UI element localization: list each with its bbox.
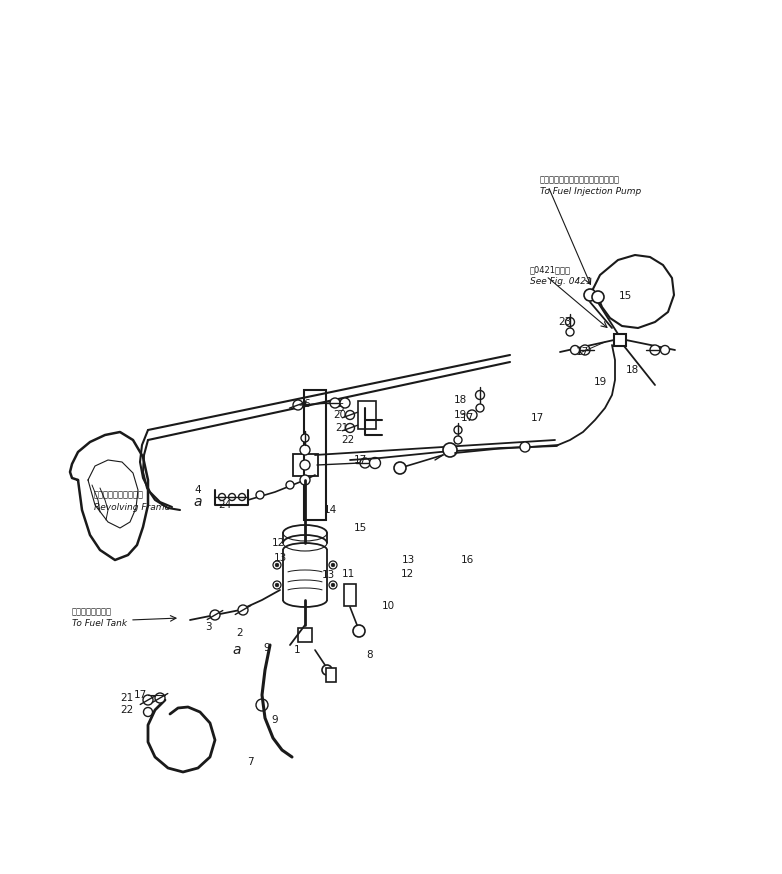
- Circle shape: [293, 400, 303, 410]
- Text: 3: 3: [205, 622, 211, 632]
- Circle shape: [565, 317, 575, 327]
- Bar: [358, 401, 376, 429]
- Text: 17: 17: [134, 690, 147, 700]
- Circle shape: [330, 398, 340, 408]
- Circle shape: [650, 345, 660, 355]
- Text: 16: 16: [461, 555, 474, 565]
- Text: 17: 17: [530, 413, 543, 423]
- Text: 17: 17: [576, 347, 589, 357]
- Circle shape: [286, 481, 294, 489]
- Text: 9: 9: [271, 715, 278, 725]
- Bar: [326, 668, 336, 682]
- Circle shape: [275, 563, 279, 567]
- Text: 17: 17: [461, 413, 474, 423]
- Text: 5: 5: [337, 403, 343, 413]
- Text: 6: 6: [303, 399, 310, 409]
- Circle shape: [332, 583, 335, 586]
- Text: 7: 7: [246, 757, 253, 767]
- Text: 12: 12: [400, 569, 414, 579]
- Text: See Fig. 0421: See Fig. 0421: [530, 278, 592, 287]
- Bar: [298, 628, 312, 642]
- Circle shape: [584, 289, 596, 301]
- Text: 図0421図参照: 図0421図参照: [530, 266, 571, 274]
- Text: 20: 20: [333, 410, 346, 420]
- Circle shape: [454, 426, 462, 434]
- Text: To Fuel Injection Pump: To Fuel Injection Pump: [540, 188, 641, 197]
- Text: レボルビングフレーム: レボルビングフレーム: [94, 490, 144, 500]
- Circle shape: [346, 411, 354, 420]
- Bar: [344, 584, 356, 606]
- Text: 2: 2: [237, 628, 243, 638]
- Circle shape: [210, 610, 220, 620]
- Text: 1: 1: [294, 645, 300, 655]
- Text: 18: 18: [454, 395, 467, 405]
- Circle shape: [566, 328, 574, 336]
- Circle shape: [256, 491, 264, 499]
- Circle shape: [443, 443, 457, 457]
- Circle shape: [592, 291, 604, 303]
- Circle shape: [394, 462, 406, 474]
- Text: 17: 17: [353, 455, 367, 465]
- Text: 10: 10: [382, 601, 395, 611]
- Text: 9: 9: [264, 643, 271, 653]
- Circle shape: [275, 583, 279, 586]
- Circle shape: [332, 563, 335, 567]
- Text: 19: 19: [594, 377, 607, 387]
- Text: 13: 13: [321, 570, 335, 580]
- Text: Revolving Frame: Revolving Frame: [94, 503, 170, 512]
- Circle shape: [340, 398, 350, 408]
- Circle shape: [155, 693, 165, 703]
- Bar: [304, 390, 326, 520]
- Circle shape: [475, 391, 485, 399]
- Circle shape: [661, 345, 669, 355]
- Circle shape: [301, 434, 309, 442]
- Text: 8: 8: [367, 650, 373, 660]
- Text: 24: 24: [218, 500, 231, 510]
- Circle shape: [467, 410, 477, 420]
- Text: 15: 15: [353, 523, 367, 533]
- Text: 13: 13: [274, 553, 287, 563]
- Circle shape: [571, 345, 579, 355]
- Text: 15: 15: [619, 291, 632, 301]
- Circle shape: [143, 695, 153, 705]
- Text: a: a: [194, 495, 203, 509]
- Text: 4: 4: [195, 485, 201, 495]
- Text: フェエルタンクへ: フェエルタンクへ: [72, 607, 112, 616]
- Text: 18: 18: [626, 365, 639, 375]
- Text: 23: 23: [558, 317, 572, 327]
- Circle shape: [353, 625, 365, 637]
- Circle shape: [476, 404, 484, 412]
- Text: To Fuel Tank: To Fuel Tank: [72, 620, 127, 628]
- Text: 14: 14: [324, 505, 336, 515]
- Text: 19: 19: [454, 410, 467, 420]
- Text: 22: 22: [120, 705, 134, 715]
- Bar: [292, 454, 317, 476]
- Circle shape: [346, 424, 354, 433]
- Circle shape: [300, 445, 310, 455]
- Circle shape: [300, 460, 310, 470]
- Circle shape: [454, 436, 462, 444]
- Circle shape: [520, 442, 530, 452]
- Text: 13: 13: [401, 555, 414, 565]
- Text: a: a: [233, 643, 242, 657]
- Text: 22: 22: [342, 435, 354, 445]
- Circle shape: [238, 605, 248, 615]
- Circle shape: [580, 345, 590, 355]
- Text: フェエルインジェクションポンプへ: フェエルインジェクションポンプへ: [540, 176, 620, 184]
- Text: 12: 12: [271, 538, 285, 548]
- Text: 21: 21: [335, 423, 349, 433]
- Circle shape: [300, 475, 310, 485]
- Text: 11: 11: [342, 569, 354, 579]
- Circle shape: [360, 458, 370, 468]
- Text: 21: 21: [120, 693, 134, 703]
- Bar: [614, 334, 626, 346]
- Circle shape: [370, 457, 381, 468]
